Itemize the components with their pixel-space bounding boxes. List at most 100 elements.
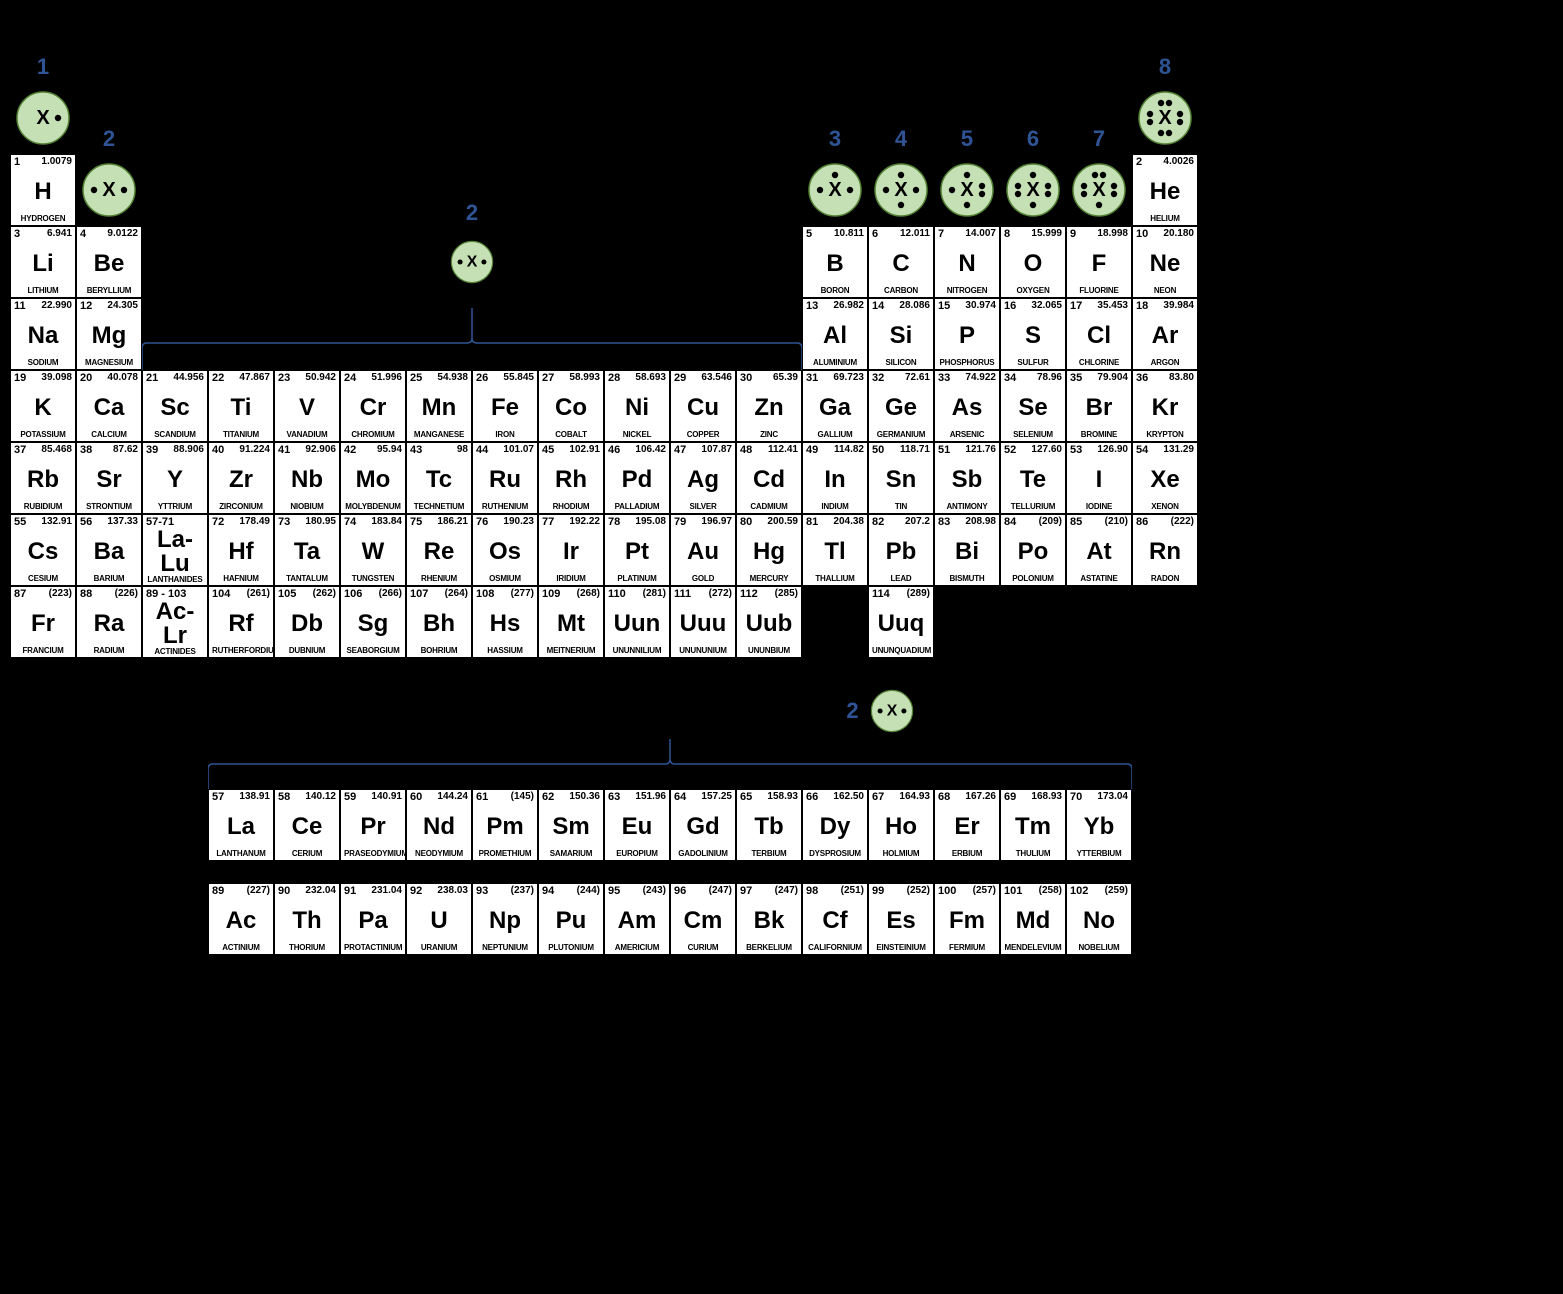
element-cell: 45 102.91 Rh Rhodium — [538, 442, 604, 514]
element-cell: 19 39.098 K Potassium — [10, 370, 76, 442]
atomic-mass: 44.956 — [173, 373, 204, 384]
cell-top: 98 (251) — [806, 886, 864, 897]
element-cell: 14 28.086 Si Silicon — [868, 298, 934, 370]
atomic-mass: (244) — [577, 886, 600, 897]
cell-top: 3 6.941 — [14, 229, 72, 240]
element-name: Cerium — [278, 850, 336, 858]
element-cell: 60 144.24 Nd Neodymium — [406, 789, 472, 861]
element-cell: 110 (281) Uun Ununnilium — [604, 586, 670, 658]
atomic-number: 69 — [1004, 792, 1016, 803]
element-cell: 85 (210) At Astatine — [1066, 514, 1132, 586]
element-name: Ytterbium — [1070, 850, 1128, 858]
atomic-mass: 204.38 — [833, 517, 864, 528]
element-symbol: Mo — [344, 468, 402, 492]
lanth-bracket-label: 2 — [846, 698, 858, 724]
element-cell: 3 6.941 Li Lithium — [10, 226, 76, 298]
element-name: Argon — [1136, 359, 1194, 367]
svg-text:X: X — [828, 179, 842, 201]
element-name: Xenon — [1136, 503, 1194, 511]
cell-top: 84 (209) — [1004, 517, 1062, 528]
element-name: Unununium — [674, 647, 732, 655]
cell-top: 19 39.098 — [14, 373, 72, 384]
atomic-number: 86 — [1136, 517, 1148, 528]
element-name: Polonium — [1004, 575, 1062, 583]
element-cell: 5 10.811 B Boron — [802, 226, 868, 298]
svg-text:X: X — [894, 179, 908, 201]
cell-top: 95 (243) — [608, 886, 666, 897]
element-name: Radon — [1136, 575, 1194, 583]
cell-top: 75 186.21 — [410, 517, 468, 528]
element-symbol: Np — [476, 909, 534, 933]
lewis-icon-lanth: X — [869, 688, 915, 734]
element-cell: 47 107.87 Ag Silver — [670, 442, 736, 514]
atomic-number: 34 — [1004, 373, 1016, 384]
element-name: Tantalum — [278, 575, 336, 583]
atomic-number: 42 — [344, 445, 356, 456]
element-symbol: Fm — [938, 909, 996, 933]
element-symbol: Xe — [1136, 468, 1194, 492]
cell-top: 57 138.91 — [212, 792, 270, 803]
element-symbol: Br — [1070, 396, 1128, 420]
element-name: Molybdenum — [344, 503, 402, 511]
element-name: Astatine — [1070, 575, 1128, 583]
element-name: Fermium — [938, 944, 996, 952]
element-name: Mercury — [740, 575, 798, 583]
cell-top: 78 195.08 — [608, 517, 666, 528]
lewis-icon: X — [76, 154, 142, 226]
element-name: Neodymium — [410, 850, 468, 858]
atomic-number: 33 — [938, 373, 950, 384]
element-name: Iridium — [542, 575, 600, 583]
cell-top: 1 1.0079 — [14, 157, 72, 168]
element-symbol: Pu — [542, 909, 600, 933]
element-cell: 44 101.07 Ru Ruthenium — [472, 442, 538, 514]
atomic-mass: (209) — [1039, 517, 1062, 528]
atomic-mass: 91.224 — [239, 445, 270, 456]
cell-top: 29 63.546 — [674, 373, 732, 384]
atomic-number: 59 — [344, 792, 356, 803]
atomic-mass: 14.007 — [965, 229, 996, 240]
element-cell: 84 (209) Po Polonium — [1000, 514, 1066, 586]
element-cell: 21 44.956 Sc Scandium — [142, 370, 208, 442]
cell-top: 48 112.41 — [740, 445, 798, 456]
element-symbol: Ta — [278, 540, 336, 564]
element-name: Nickel — [608, 431, 666, 439]
cell-top: 82 207.2 — [872, 517, 930, 528]
atomic-mass: (252) — [907, 886, 930, 897]
atomic-mass: 20.180 — [1163, 229, 1194, 240]
element-symbol: Er — [938, 815, 996, 839]
cell-top: 38 87.62 — [80, 445, 138, 456]
atomic-number: 53 — [1070, 445, 1082, 456]
element-name: Ununquadium — [872, 647, 930, 655]
cell-top: 17 35.453 — [1070, 301, 1128, 312]
group-label: 3 — [802, 82, 868, 154]
atomic-number: 48 — [740, 445, 752, 456]
cell-top: 2 4.0026 — [1136, 157, 1194, 168]
cell-top: 8 15.999 — [1004, 229, 1062, 240]
atomic-number: 8 — [1004, 229, 1010, 240]
trans-bracket-header: 2 — [406, 154, 538, 226]
atomic-mass: 95.94 — [377, 445, 402, 456]
element-symbol: Gd — [674, 815, 732, 839]
element-symbol: Uuq — [872, 612, 930, 636]
element-name: Sulfur — [1004, 359, 1062, 367]
atomic-mass: 39.098 — [41, 373, 72, 384]
atomic-mass: (222) — [1171, 517, 1194, 528]
atomic-mass: (257) — [973, 886, 996, 897]
cell-top: 34 78.96 — [1004, 373, 1062, 384]
atomic-mass: 54.938 — [437, 373, 468, 384]
atomic-mass: 200.59 — [767, 517, 798, 528]
element-cell: 109 (268) Mt Meitnerium — [538, 586, 604, 658]
cell-top: 92 238.03 — [410, 886, 468, 897]
atomic-mass: 30.974 — [965, 301, 996, 312]
element-cell: 72 178.49 Hf Hafnium — [208, 514, 274, 586]
atomic-number: 80 — [740, 517, 752, 528]
element-name: Chromium — [344, 431, 402, 439]
element-cell: 7 14.007 N Nitrogen — [934, 226, 1000, 298]
element-cell: 98 (251) Cf Californium — [802, 883, 868, 955]
element-symbol: Ir — [542, 540, 600, 564]
element-name: Actinium — [212, 944, 270, 952]
cell-top: 26 55.845 — [476, 373, 534, 384]
atomic-mass: 18.998 — [1097, 229, 1128, 240]
element-cell: 24 51.996 Cr Chromium — [340, 370, 406, 442]
element-name: Manganese — [410, 431, 468, 439]
